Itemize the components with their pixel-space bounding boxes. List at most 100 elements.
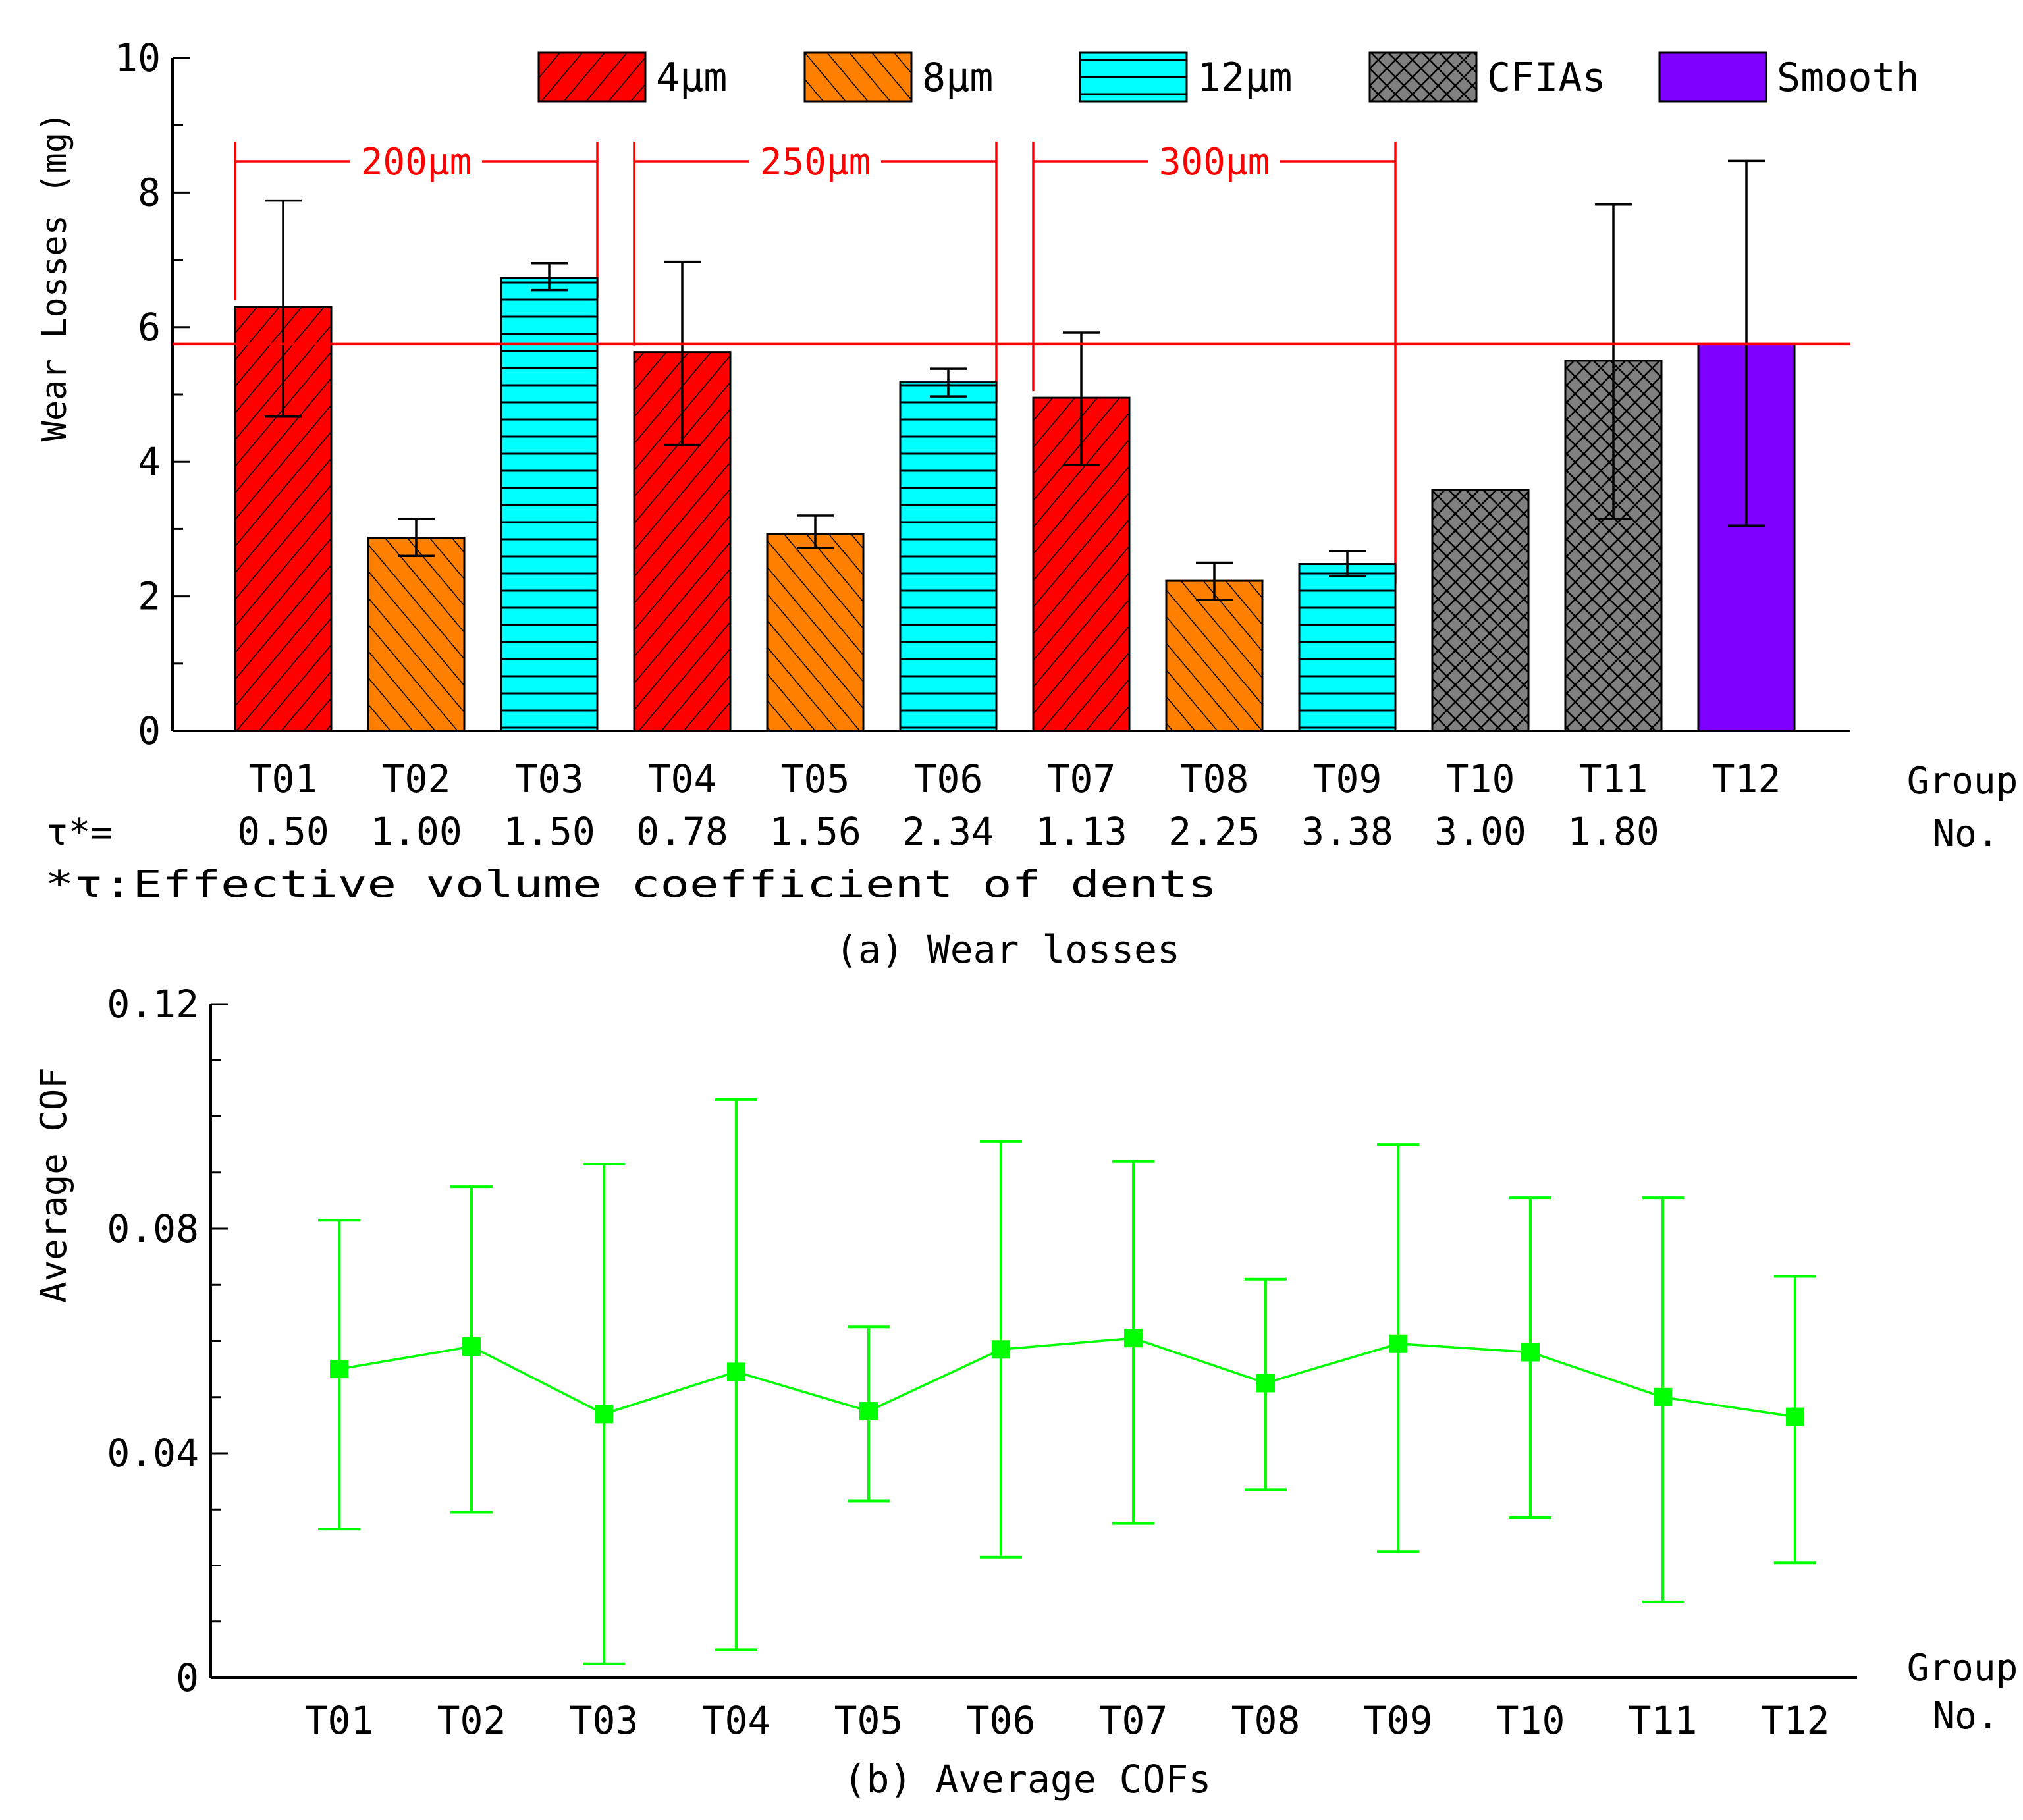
a-labels: T01 0.50 T02 1.00 T03 1.50 T04 0.78 T05 1.56 T06 2.… bbox=[237, 757, 1781, 854]
tau-value: 2.34 bbox=[902, 809, 994, 854]
a-category-label: T05 bbox=[781, 757, 850, 801]
tau-value: 1.50 bbox=[503, 809, 595, 854]
b-point-T03 bbox=[595, 1405, 613, 1424]
b-series-line bbox=[338, 1337, 1796, 1418]
b-point-T07 bbox=[1124, 1329, 1143, 1348]
a-bar-T05 bbox=[766, 533, 865, 732]
a-category-label: T02 bbox=[382, 757, 451, 801]
b-axes: 0 0.04 0.08 0.12 bbox=[107, 982, 1857, 1700]
b-ylabel: Average COF bbox=[33, 1067, 74, 1303]
a-y-tick-label: 4 bbox=[138, 439, 161, 484]
a-y-tick-label: 0 bbox=[138, 709, 161, 753]
b-xlabel-line1: Group bbox=[1907, 1647, 2018, 1690]
legend-swatch-8um bbox=[803, 51, 913, 103]
b-title: (b) Average COFs bbox=[844, 1757, 1212, 1802]
tau-value: 1.00 bbox=[370, 809, 462, 854]
a-category-label: T06 bbox=[914, 757, 983, 801]
a-bar-T02 bbox=[367, 537, 466, 732]
tau-value: 0.50 bbox=[237, 809, 329, 854]
a-bar-T06 bbox=[899, 381, 998, 732]
average-cof-chart: 00.040.080.12 T01 T02 T03 T04 T05 T06 T07 T08 T0… bbox=[33, 982, 2018, 1802]
legend-label-4um: 4μm bbox=[656, 55, 727, 101]
a-y-tick-label: 10 bbox=[115, 36, 161, 80]
b-point-T10 bbox=[1521, 1343, 1540, 1362]
a-xlabel-line2: No. bbox=[1932, 813, 1999, 855]
tau-value: 3.38 bbox=[1301, 809, 1393, 854]
tau-value: 1.56 bbox=[769, 809, 861, 854]
a-legend: 4μm 8μm 12μm CFIAs Smooth bbox=[537, 51, 1920, 103]
b-point-T12 bbox=[1786, 1407, 1804, 1426]
a-bar-T09 bbox=[1298, 563, 1397, 732]
spacing-label: 300μm bbox=[1159, 141, 1270, 184]
a-category-label: T01 bbox=[249, 757, 318, 801]
b-point-T01 bbox=[330, 1360, 348, 1379]
a-bar-T12 bbox=[1697, 342, 1796, 732]
b-point-T02 bbox=[462, 1337, 481, 1356]
b-category-label: T02 bbox=[437, 1698, 506, 1743]
spacing-label: 200μm bbox=[361, 141, 472, 184]
b-y-tick-label: 0 bbox=[176, 1655, 199, 1700]
b-xlabel-line2: No. bbox=[1932, 1695, 1999, 1738]
b-category-label: T11 bbox=[1629, 1698, 1698, 1743]
b-category-label: T12 bbox=[1761, 1698, 1830, 1743]
a-category-label: T08 bbox=[1180, 757, 1249, 801]
b-point-T06 bbox=[992, 1340, 1010, 1359]
b-y-tick-label: 0.04 bbox=[107, 1431, 199, 1476]
spacing-label: 250μm bbox=[760, 141, 871, 184]
b-category-label: T09 bbox=[1364, 1698, 1433, 1743]
tau-value: 3.00 bbox=[1434, 809, 1526, 854]
a-category-label: T04 bbox=[648, 757, 717, 801]
b-category-label: T04 bbox=[702, 1698, 771, 1743]
a-spacing-annotations: 200μm 250μm 300μm bbox=[234, 141, 1397, 584]
a-category-label: T09 bbox=[1313, 757, 1382, 801]
b-category-label: T01 bbox=[305, 1698, 374, 1743]
a-y-tick-label: 6 bbox=[138, 305, 161, 350]
legend-swatch-12um bbox=[1079, 51, 1188, 103]
b-series-line bbox=[338, 1337, 1796, 1418]
a-bar-T08 bbox=[1165, 579, 1264, 732]
b-point-T08 bbox=[1256, 1374, 1275, 1393]
a-category-label: T10 bbox=[1446, 757, 1515, 801]
legend-swatch-4um bbox=[537, 51, 647, 103]
b-y-tick-label: 0.12 bbox=[107, 982, 199, 1027]
a-category-label: T11 bbox=[1579, 757, 1648, 801]
legend-label-cfias: CFIAs bbox=[1487, 55, 1606, 101]
b-point-T11 bbox=[1654, 1387, 1672, 1406]
legend-label-smooth: Smooth bbox=[1777, 55, 1920, 101]
b-category-label: T03 bbox=[570, 1698, 639, 1743]
legend-label-8um: 8μm bbox=[922, 55, 993, 101]
a-xlabel-line1: Group bbox=[1907, 760, 2018, 803]
a-category-label: T03 bbox=[515, 757, 584, 801]
tau-prefix: τ*= bbox=[46, 811, 113, 854]
b-category-label: T08 bbox=[1231, 1698, 1301, 1743]
a-bar-T10 bbox=[1431, 489, 1530, 732]
legend-swatch-cfias bbox=[1368, 51, 1478, 103]
tau-value: 0.78 bbox=[636, 809, 728, 854]
a-y-tick-label: 2 bbox=[138, 574, 161, 619]
b-point-T05 bbox=[859, 1402, 878, 1421]
legend-swatch-smooth bbox=[1658, 51, 1767, 103]
footnote: *τ:Effective volume coefficient of dents bbox=[45, 863, 1217, 906]
a-title: (a) Wear losses bbox=[835, 927, 1180, 972]
b-category-label: T06 bbox=[967, 1698, 1036, 1743]
b-category-label: T07 bbox=[1099, 1698, 1168, 1743]
b-points bbox=[330, 1329, 1804, 1426]
a-category-label: T07 bbox=[1047, 757, 1116, 801]
b-labels: T01 T02 T03 T04 T05 T06 T07 T08 T09 T10 T11 T12 bbox=[305, 1698, 1830, 1743]
a-bar-T03 bbox=[500, 277, 599, 732]
a-bars bbox=[234, 277, 1796, 732]
b-point-T09 bbox=[1389, 1334, 1407, 1353]
a-category-label: T12 bbox=[1712, 757, 1781, 801]
legend-label-12um: 12μm bbox=[1197, 55, 1293, 101]
b-category-label: T05 bbox=[834, 1698, 904, 1743]
tau-value: 1.80 bbox=[1567, 809, 1659, 854]
a-error-bars bbox=[265, 159, 1765, 601]
a-ylabel: Wear Losses (mg) bbox=[35, 112, 74, 442]
tau-value: 2.25 bbox=[1168, 809, 1260, 854]
b-category-label: T10 bbox=[1496, 1698, 1565, 1743]
b-point-T04 bbox=[727, 1362, 745, 1381]
b-y-tick-label: 0.08 bbox=[107, 1206, 199, 1251]
tau-value: 1.13 bbox=[1035, 809, 1127, 854]
